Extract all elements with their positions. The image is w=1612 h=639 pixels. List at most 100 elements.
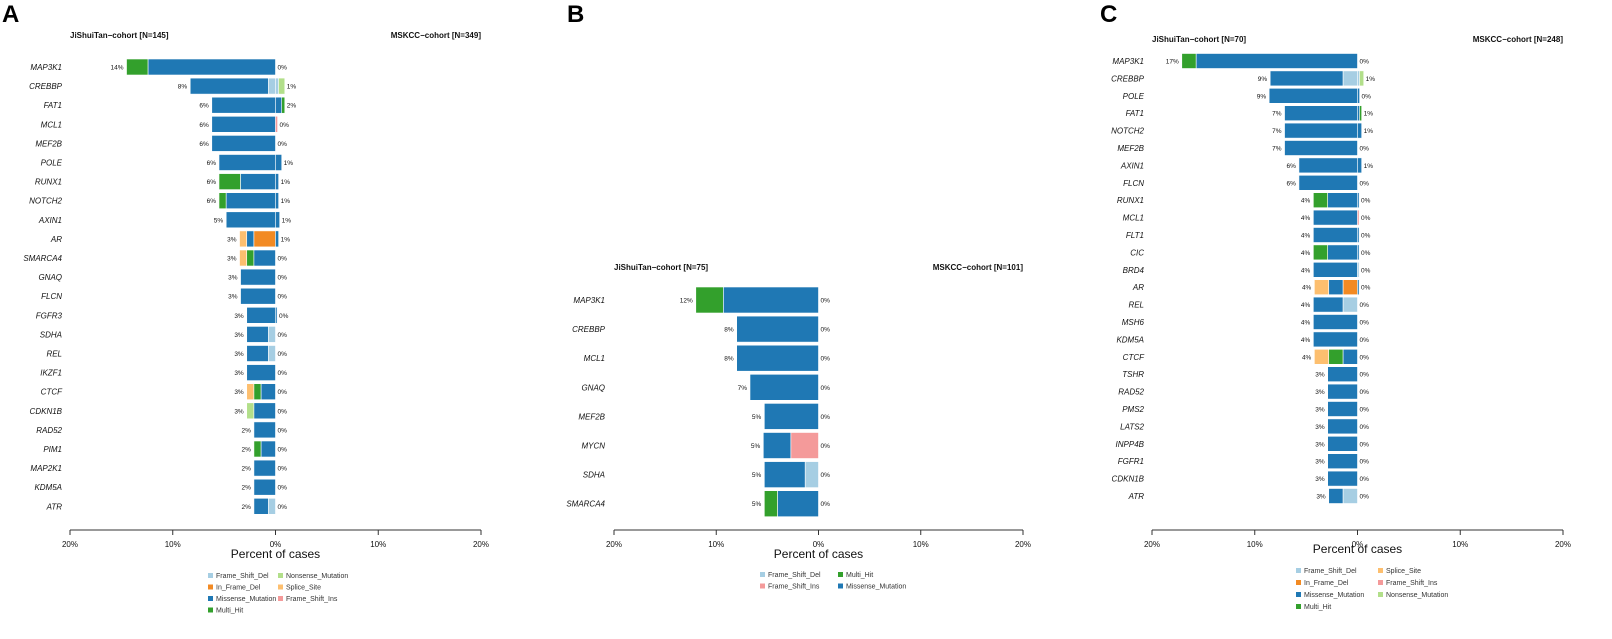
panel-b-gene-label-mcl1: MCL1 <box>584 354 605 363</box>
panel-c-legend-swatch-frame-shift-ins <box>1378 580 1383 585</box>
panel-b-bar-sdha-left-frame-shift-del <box>804 461 819 488</box>
panel-c-right-pct-mef2b: 0% <box>1360 146 1370 153</box>
panel-a-gene-label-gnaq: GNAQ <box>38 273 62 282</box>
panel-c-left-pct-msh6: 4% <box>1301 320 1311 327</box>
panel-a-left-pct-cdkn1b: 3% <box>234 408 244 415</box>
panel-c-right-pct-inpp4b: 0% <box>1360 441 1370 448</box>
panel-c-legend-swatch-frame-shift-del <box>1296 568 1301 573</box>
panel-c-right-pct-brd4: 0% <box>1361 267 1371 274</box>
panel-b-right-pct-gnaq: 0% <box>821 385 831 392</box>
panel-a-left-pct-map3k1: 14% <box>110 65 123 72</box>
panel-a-bar-sdha-left-missense-mutation <box>246 326 269 343</box>
panel-a-gene-label-cdkn1b: CDKN1B <box>30 407 63 416</box>
panel-a-gene-label-fat1: FAT1 <box>44 101 62 110</box>
panel-c-bar-atr-left-frame-shift-del <box>1342 488 1358 504</box>
panel-c-bar-flt1-right-missense-mutation <box>1357 227 1360 243</box>
panel-c-gene-label-atr: ATR <box>1128 492 1145 501</box>
panel-c-left-pct-lats2: 3% <box>1315 424 1325 431</box>
panel-c-gene-label-axin1: AXIN1 <box>1120 161 1144 170</box>
panel-c-right-pct-mcl1: 0% <box>1361 215 1371 222</box>
panel-a-bar-axin1-right-missense-mutation <box>275 211 280 229</box>
panel-a-bar-flcn-left-missense-mutation <box>240 287 276 305</box>
panel-c-legend-swatch-missense-mutation <box>1296 592 1301 597</box>
panel-a-left-pct-crebbp: 8% <box>178 84 188 91</box>
panel-c-gene-label-notch2: NOTCH2 <box>1111 127 1144 136</box>
panel-a-left-pct-sdha: 3% <box>234 332 244 339</box>
panel-c-bar-crebbp-left-frame-shift-del <box>1342 70 1358 87</box>
panel-a-right-pct-flcn: 0% <box>278 294 288 301</box>
panel-label-a: A <box>2 1 19 28</box>
panel-a-x-tick-label: 10% <box>370 540 386 549</box>
panel-a-legend-swatch-frame-shift-del <box>208 573 213 578</box>
panel-a-left-pct-fgfr3: 3% <box>234 313 244 320</box>
panel-c-right-pct-fgfr1: 0% <box>1360 459 1370 466</box>
panel-a-right-pct-map3k1: 0% <box>278 65 288 72</box>
panel-a-bar-fat1-right-multi-hit <box>281 96 285 114</box>
panel-c-gene-label-runx1: RUNX1 <box>1117 196 1144 205</box>
panel-a-legend-label-in-frame-del: In_Frame_Del <box>216 585 261 592</box>
panel-c-bar-atr-left-missense-mutation <box>1328 488 1344 504</box>
panel-a-left-pct-ctcf: 3% <box>234 389 244 396</box>
panel-a-bar-rad52-left-missense-mutation <box>253 421 276 439</box>
panel-b-bar-smarca4-left-multi-hit <box>764 490 778 518</box>
panel-a-x-tick-label: 0% <box>270 540 282 549</box>
panel-c-legend-label-missense-mutation: Missense_Mutation <box>1304 592 1364 599</box>
panel-c-bar-runx1-right-missense-mutation <box>1357 192 1360 208</box>
panel-c-left-pct-pole: 9% <box>1257 93 1267 100</box>
panel-a-bar-runx1-left-missense-mutation <box>240 173 276 190</box>
panel-b-gene-label-mef2b: MEF2B <box>578 412 605 421</box>
panel-c-right-pct-map3k1: 0% <box>1360 59 1370 66</box>
panel-a-gene-label-atr: ATR <box>46 502 63 511</box>
panel-c-bar-fat1-right-multi-hit <box>1359 105 1362 121</box>
panel-c-bar-cic-left-multi-hit <box>1313 244 1329 261</box>
panel-c-legend-swatch-nonsense-mutation <box>1378 592 1383 597</box>
panel-c-left-pct-tshr: 3% <box>1315 372 1325 379</box>
panel-a-bar-ctcf-left-multi-hit <box>253 383 262 401</box>
panel-a-bar-cdkn1b-left-missense-mutation <box>253 402 276 420</box>
panel-a-gene-label-mcl1: MCL1 <box>41 120 62 129</box>
panel-a-bar-crebbp-left-missense-mutation <box>189 77 269 95</box>
panel-c-bar-pole-right-missense-mutation <box>1357 88 1360 104</box>
panel-c-x-tick-label: 10% <box>1247 540 1263 549</box>
panel-a-legend-label-nonsense-mutation: Nonsense_Mutation <box>286 573 348 580</box>
panel-c-legend-label-multi-hit: Multi_Hit <box>1304 604 1331 611</box>
panel-a-bar-fat1-left-missense-mutation <box>211 96 276 114</box>
panel-c-left-pct-pms2: 3% <box>1315 407 1325 414</box>
panel-c-gene-label-rad52: RAD52 <box>1118 388 1144 397</box>
panel-a-gene-label-notch2: NOTCH2 <box>29 197 62 206</box>
panel-a-left-pct-pole: 6% <box>207 160 217 167</box>
panel-a-legend-swatch-in-frame-del <box>208 584 213 590</box>
panel-c-bar-map3k1-left-multi-hit <box>1181 53 1197 69</box>
panel-a-legend-label-frame-shift-ins: Frame_Shift_Ins <box>286 596 338 603</box>
panel-a-gene-label-kdm5a: KDM5A <box>34 483 62 492</box>
panel-c-bar-flt1-left-missense-mutation <box>1313 227 1358 243</box>
panel-c-left-pct-cic: 4% <box>1301 250 1311 257</box>
panel-c-left-pct-fgfr1: 3% <box>1315 459 1325 466</box>
panel-c-right-pct-kdm5a: 0% <box>1360 337 1370 344</box>
panel-b-legend-swatch-multi-hit <box>838 572 843 577</box>
panel-b-left-pct-smarca4: 5% <box>752 501 762 508</box>
panel-a-right-pct-rel: 0% <box>278 351 288 358</box>
panel-a-left-pct-kdm5a: 2% <box>242 485 252 492</box>
panel-a-gene-label-flcn: FLCN <box>41 292 62 301</box>
panel-b-legend-swatch-missense-mutation <box>838 583 843 589</box>
panel-a-gene-label-rad52: RAD52 <box>36 426 62 435</box>
panel-c-bar-msh6-left-missense-mutation <box>1313 314 1358 330</box>
panel-a-bar-runx1-left-multi-hit <box>218 173 241 190</box>
panel-a-right-pct-fgfr3: 0% <box>279 313 289 320</box>
panel-a-legend-label-frame-shift-del: Frame_Shift_Del <box>216 573 269 580</box>
panel-c-right-pct-ar: 0% <box>1361 285 1371 292</box>
panel-c-right-pct-atr: 0% <box>1360 494 1370 501</box>
panel-c-gene-label-crebbp: CREBBP <box>1111 74 1145 83</box>
panel-c-bar-rel-left-missense-mutation <box>1313 296 1344 313</box>
panel-c-legend-label-frame-shift-ins: Frame_Shift_Ins <box>1386 580 1438 587</box>
panel-c-right-pct-rel: 0% <box>1360 302 1370 309</box>
panel-c-bar-brd4-left-missense-mutation <box>1313 261 1358 278</box>
panel-a-bar-atr-left-frame-shift-del <box>268 497 276 515</box>
panel-b-gene-label-sdha: SDHA <box>583 471 605 480</box>
panel-a-gene-label-axin1: AXIN1 <box>38 216 62 225</box>
panel-a-gene-label-fgfr3: FGFR3 <box>36 311 63 320</box>
panel-c-bar-runx1-left-missense-mutation <box>1327 192 1358 208</box>
panel-c-bar-ctcf-left-missense-mutation <box>1342 348 1358 365</box>
panel-a-bar-ar-right-missense-mutation <box>275 230 279 248</box>
